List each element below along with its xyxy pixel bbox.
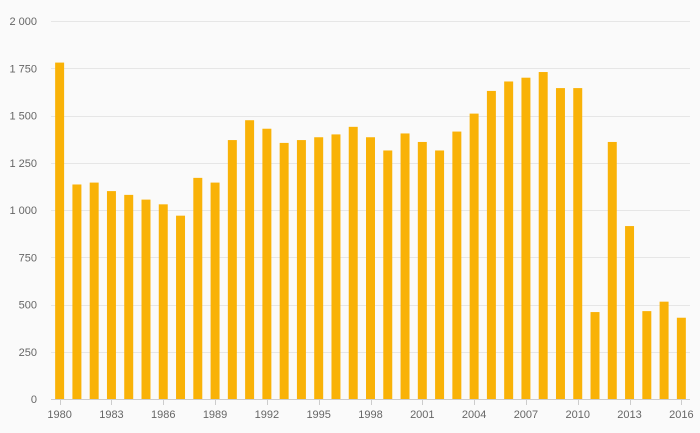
- bar-1990: [227, 140, 237, 399]
- bar-1986: [158, 204, 168, 399]
- x-tick-label: 1980: [47, 409, 71, 421]
- bar-1993: [279, 142, 289, 399]
- bar-1988: [193, 177, 203, 399]
- x-axis-ticks: 1980 1983 1986 1989 1992 1995 1998 2001 2004 2007…: [47, 399, 694, 421]
- bar-1980: [55, 62, 65, 399]
- bar-1999: [383, 150, 393, 399]
- y-tick-label: 2 000: [9, 16, 37, 28]
- bar-2003: [452, 131, 462, 399]
- bar-1985: [141, 199, 151, 399]
- x-tick-label: 2010: [566, 409, 590, 421]
- x-tick-label: 2013: [617, 409, 641, 421]
- x-tick-label: 2016: [669, 409, 693, 421]
- x-tick-label: 1998: [358, 409, 382, 421]
- bar-2009: [555, 88, 565, 399]
- y-tick-label: 250: [19, 347, 37, 359]
- bar-2011: [590, 312, 600, 399]
- x-tick-label: 1986: [151, 409, 175, 421]
- bar-2014: [642, 311, 652, 399]
- bar-2005: [486, 90, 496, 400]
- bar-2000: [400, 133, 410, 399]
- x-tick-label: 1989: [203, 409, 227, 421]
- y-tick-label: 1 750: [9, 63, 37, 75]
- bar-1987: [176, 215, 186, 399]
- x-tick-label: 2007: [514, 409, 538, 421]
- y-tick-label: 1 500: [9, 111, 37, 123]
- bar-1994: [296, 140, 306, 399]
- y-tick-label: 0: [31, 394, 37, 406]
- bar-2008: [538, 72, 548, 399]
- bar-2006: [504, 81, 514, 399]
- bar-1984: [124, 194, 134, 399]
- y-tick-label: 1 250: [9, 158, 37, 170]
- bar-2004: [469, 113, 479, 400]
- bar-2015: [659, 301, 669, 399]
- bar-1989: [210, 182, 220, 399]
- y-tick-label: 1 000: [9, 205, 37, 217]
- bars: [55, 62, 686, 400]
- y-axis-tick-labels: 0 250 500 750 1 000 1 250 1 500 1 750 2 000: [9, 16, 37, 406]
- bar-2012: [607, 141, 617, 399]
- x-tick-label: 1995: [306, 409, 330, 421]
- x-tick-label: 2004: [462, 409, 486, 421]
- bar-1996: [331, 134, 341, 399]
- bar-1983: [106, 191, 116, 399]
- y-tick-label: 500: [19, 300, 37, 312]
- bar-1981: [72, 184, 82, 399]
- bar-2002: [435, 150, 445, 399]
- x-tick-label: 1992: [255, 409, 279, 421]
- bar-1992: [262, 128, 272, 400]
- x-tick-label: 1983: [99, 409, 123, 421]
- x-tick-label: 2001: [410, 409, 434, 421]
- bar-2016: [676, 317, 686, 399]
- bar-1995: [314, 137, 324, 400]
- bar-2013: [625, 226, 635, 399]
- y-tick-label: 750: [19, 252, 37, 264]
- bar-2001: [417, 141, 427, 399]
- bar-2007: [521, 77, 531, 399]
- bar-1998: [366, 137, 375, 400]
- bar-2010: [573, 88, 583, 399]
- bar-1982: [89, 182, 99, 399]
- bar-1997: [348, 126, 358, 399]
- bar-1991: [245, 120, 255, 399]
